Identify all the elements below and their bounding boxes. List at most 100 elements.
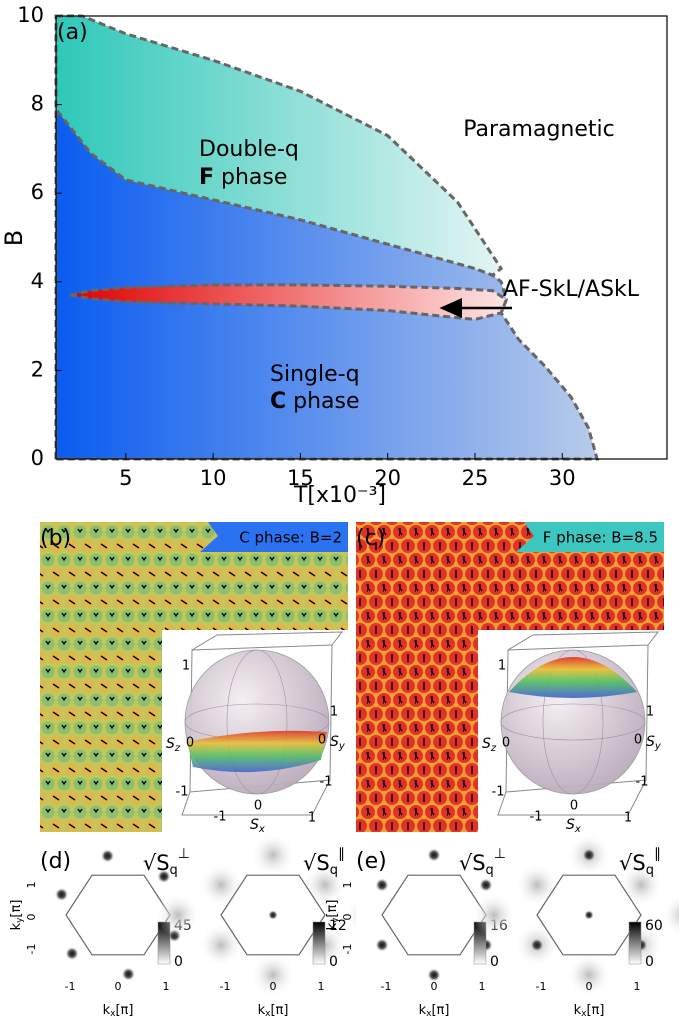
sphere — [184, 649, 330, 795]
text-part: [π] — [270, 1003, 288, 1018]
x-tick-label: -1 — [214, 810, 227, 825]
text-part: √S — [143, 851, 170, 875]
colorbar-label: 12 — [329, 918, 347, 934]
x-tick-label: -1 — [65, 980, 76, 993]
panel-label: (b) — [40, 526, 71, 551]
diffuse-peak — [199, 923, 243, 967]
peak — [582, 848, 596, 862]
text-part: √S — [459, 851, 486, 875]
badge — [200, 522, 348, 552]
text-part: z — [174, 743, 181, 754]
x-tick-label: -1 — [381, 980, 392, 993]
text-part: x — [426, 1009, 432, 1019]
badge-text: F phase: B=8.5 — [543, 529, 658, 547]
y-tick-label: 2 — [31, 357, 44, 381]
diffuse-peak — [662, 893, 679, 937]
text-part: S — [330, 734, 339, 750]
y-tick-label: 10 — [17, 3, 44, 27]
colorbar-label: 0 — [174, 954, 183, 970]
text-part: k — [9, 922, 24, 930]
panel-label: (a) — [57, 20, 88, 45]
text-part: [π] — [325, 900, 340, 918]
sphere-grid — [226, 649, 288, 795]
peak — [121, 967, 136, 982]
text-part: x — [110, 1009, 116, 1019]
brillouin-zone — [65, 874, 171, 956]
peak — [427, 968, 441, 982]
x-tick-label: 1 — [624, 811, 632, 826]
x-tick-label: 0 — [270, 980, 277, 993]
text-part: [π] — [115, 1003, 133, 1018]
text-part: y — [654, 741, 662, 752]
map-title: √Sq⊥ — [143, 846, 190, 878]
text-part: S — [566, 817, 575, 833]
y-tick-label: 1 — [330, 705, 338, 720]
x-tick-label: -1 — [530, 810, 543, 825]
y-tick-label: 0 — [341, 914, 354, 921]
annotation: AF-SkL/ASkL — [503, 277, 640, 302]
y-tick-label: 1 — [341, 882, 354, 889]
x-tick-label: 20 — [374, 466, 401, 490]
sphere-grid — [500, 703, 646, 741]
map-title: √Sq⊥ — [459, 846, 506, 878]
peak — [478, 878, 493, 892]
z-tick-label: 0 — [502, 736, 510, 751]
x-tick-label: 1 — [163, 980, 170, 993]
peak — [427, 848, 441, 862]
text-part: [π] — [431, 1003, 449, 1018]
text-part: x — [265, 1009, 271, 1019]
text-part: q — [646, 863, 654, 878]
x-tick-label: 0 — [254, 799, 262, 814]
z-tick-label: 0 — [186, 736, 194, 751]
z-tick-label: -1 — [492, 785, 505, 800]
text-part: phase — [286, 389, 359, 414]
text-part: k — [419, 1003, 427, 1018]
x-axis-label: kx[π] — [419, 1003, 450, 1019]
x-tick-label: 1 — [479, 980, 486, 993]
text-part: ∥ — [338, 846, 345, 862]
text-part: y — [15, 917, 25, 923]
text-part: q — [170, 863, 178, 878]
text-part: [π] — [586, 1003, 604, 1018]
center-peak — [268, 910, 278, 920]
y-tick-label: 1 — [646, 705, 654, 720]
x-tick-label: 0 — [115, 980, 122, 993]
peak — [156, 869, 171, 884]
region-label: Single-q — [270, 362, 360, 387]
peak — [375, 938, 390, 952]
text-part: k — [258, 1003, 266, 1018]
y-tick-label: 0 — [634, 733, 642, 748]
plot-frame — [55, 15, 668, 460]
diffuse-peak — [619, 863, 663, 907]
text-part: ⊥ — [178, 846, 190, 862]
diffuse-peak — [251, 953, 295, 997]
peak — [375, 878, 390, 892]
x-tick-label: 1 — [318, 980, 325, 993]
x-tick-label: 10 — [200, 466, 227, 490]
peak — [54, 887, 69, 902]
diffuse-peak — [567, 953, 611, 997]
region-label: C phase — [270, 389, 360, 414]
axis-label: Sx — [566, 817, 581, 835]
text-part: k — [103, 1003, 111, 1018]
y-tick-label: -1 — [341, 944, 354, 955]
diffuse-peak — [251, 833, 295, 877]
diffuse-peak — [515, 863, 559, 907]
x-axis-label: kx[π] — [574, 1003, 605, 1019]
center-peak — [584, 910, 594, 920]
z-tick-label: 1 — [182, 659, 190, 674]
axis-label: Sy — [646, 734, 662, 752]
z-tick-label: 1 — [498, 659, 506, 674]
x-tick-label: 30 — [549, 466, 576, 490]
colorbar — [312, 921, 326, 965]
diffuse-peak — [472, 893, 516, 937]
axis-label: Sz — [482, 736, 497, 754]
spin-cap — [509, 657, 637, 698]
y-tick-label: -1 — [320, 775, 333, 790]
text-part: ⊥ — [494, 846, 506, 862]
diffuse-peak — [156, 893, 200, 937]
text-part: x — [581, 1009, 587, 1019]
map-title: √Sq∥ — [619, 846, 661, 878]
colorbar-label: 0 — [329, 954, 338, 970]
